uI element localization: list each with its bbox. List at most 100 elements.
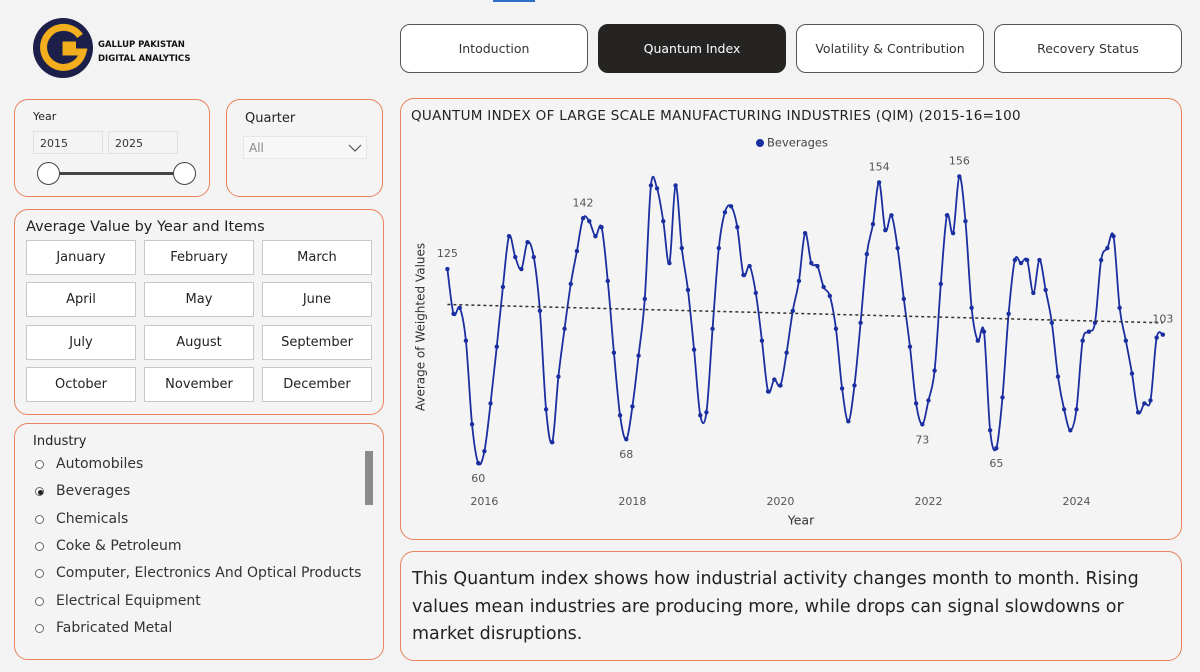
point bbox=[968, 305, 974, 310]
month-button[interactable]: November bbox=[144, 367, 254, 402]
month-button[interactable]: March bbox=[262, 240, 372, 275]
x-tick-label: 2024 bbox=[1062, 495, 1090, 508]
slider-handle[interactable] bbox=[37, 162, 60, 185]
point bbox=[568, 281, 573, 286]
industry-item[interactable]: Electrical Equipment bbox=[56, 592, 201, 609]
point bbox=[956, 173, 962, 179]
data-label: 142 bbox=[572, 196, 593, 209]
point bbox=[876, 179, 881, 185]
point bbox=[1005, 311, 1011, 316]
radio[interactable] bbox=[35, 487, 44, 497]
point bbox=[1160, 332, 1165, 337]
x-tick-label: 2020 bbox=[766, 495, 794, 508]
point bbox=[623, 436, 628, 441]
data-label: 60 bbox=[471, 472, 485, 485]
month-button[interactable]: July bbox=[26, 325, 136, 360]
point bbox=[1104, 245, 1110, 250]
month-button[interactable]: December bbox=[262, 367, 372, 402]
logo-line: DIGITAL ANALYTICS bbox=[98, 54, 190, 64]
point bbox=[531, 254, 536, 259]
tab[interactable]: Recovery Status bbox=[994, 24, 1182, 73]
point bbox=[975, 337, 980, 343]
point bbox=[1147, 397, 1153, 403]
dropdown-value: All bbox=[249, 141, 264, 155]
radio[interactable] bbox=[35, 541, 44, 551]
industry-item[interactable]: Beverages bbox=[56, 483, 131, 500]
point bbox=[685, 287, 690, 292]
point bbox=[561, 326, 567, 331]
point bbox=[734, 224, 739, 229]
month-button[interactable]: October bbox=[26, 367, 136, 402]
point bbox=[981, 329, 986, 334]
point bbox=[851, 382, 857, 388]
slider-handle[interactable] bbox=[173, 162, 196, 185]
point bbox=[987, 427, 992, 432]
industry-item[interactable]: Chemicals bbox=[56, 510, 129, 527]
point bbox=[796, 278, 801, 283]
point bbox=[1135, 409, 1140, 415]
legend-marker bbox=[755, 138, 764, 147]
data-label: 65 bbox=[989, 457, 1003, 470]
point bbox=[746, 263, 752, 268]
point bbox=[580, 215, 585, 220]
point bbox=[574, 248, 579, 253]
point bbox=[648, 182, 653, 188]
point bbox=[882, 227, 888, 232]
point bbox=[913, 400, 918, 406]
point bbox=[938, 281, 943, 286]
radio[interactable] bbox=[35, 514, 44, 524]
point bbox=[642, 296, 647, 301]
month-button[interactable]: January bbox=[26, 240, 136, 275]
point bbox=[1123, 337, 1128, 343]
month-button[interactable]: May bbox=[144, 282, 254, 317]
point bbox=[1129, 370, 1134, 376]
month-button[interactable]: February bbox=[144, 240, 254, 275]
data-label: 103 bbox=[1152, 312, 1173, 325]
industry-item[interactable]: Computer, Electronics And Optical Produc… bbox=[56, 565, 362, 582]
point bbox=[1073, 406, 1079, 412]
data-label: 125 bbox=[436, 247, 457, 260]
tab[interactable]: Quantum Index bbox=[598, 24, 786, 73]
point bbox=[864, 251, 869, 256]
point bbox=[506, 233, 511, 238]
radio[interactable] bbox=[35, 596, 44, 606]
radio[interactable] bbox=[35, 460, 44, 469]
radio[interactable] bbox=[35, 569, 44, 579]
point bbox=[857, 320, 863, 325]
point bbox=[1042, 287, 1048, 292]
point bbox=[894, 245, 900, 250]
x-axis-label: Year bbox=[786, 512, 814, 527]
tab[interactable]: Intoduction bbox=[400, 24, 588, 73]
point bbox=[1024, 257, 1029, 262]
year-to[interactable]: 2025 bbox=[108, 131, 178, 154]
month-button[interactable]: August bbox=[144, 325, 254, 360]
point bbox=[1067, 427, 1073, 432]
data-label: 73 bbox=[915, 433, 929, 446]
panel-title: Average Value by Year and Items bbox=[26, 219, 265, 235]
point bbox=[888, 212, 894, 217]
radio[interactable] bbox=[35, 623, 44, 633]
point bbox=[1030, 290, 1036, 295]
tab[interactable]: Volatility & Contribution bbox=[796, 24, 984, 73]
point bbox=[611, 349, 616, 355]
industry-item[interactable]: Fabricated Metal bbox=[56, 619, 173, 636]
industry-item[interactable]: Automobiles bbox=[56, 456, 144, 472]
x-tick-label: 2022 bbox=[914, 495, 942, 508]
point bbox=[549, 439, 554, 444]
point bbox=[660, 218, 665, 223]
point bbox=[790, 308, 795, 313]
month-button[interactable]: June bbox=[262, 282, 372, 317]
industry-item[interactable]: Coke & Petroleum bbox=[56, 537, 182, 554]
logo: GALLUP PAKISTAN DIGITAL ANALYTICS bbox=[33, 18, 190, 78]
point bbox=[512, 254, 517, 259]
point bbox=[481, 448, 487, 453]
month-button[interactable]: April bbox=[26, 282, 136, 317]
chevron bbox=[348, 144, 362, 152]
point bbox=[1049, 320, 1054, 325]
dropdown[interactable]: All bbox=[243, 136, 367, 159]
year-from[interactable]: 2015 bbox=[33, 131, 103, 154]
scrollbar[interactable] bbox=[365, 451, 373, 505]
legend-label: Beverages bbox=[767, 135, 828, 149]
point bbox=[827, 293, 832, 298]
month-button[interactable]: September bbox=[262, 325, 372, 360]
